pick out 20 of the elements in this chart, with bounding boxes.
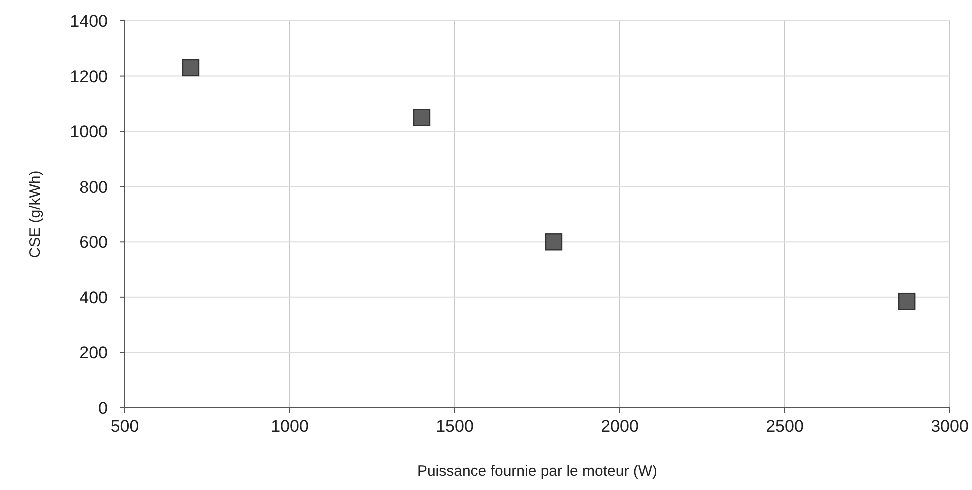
point	[413, 109, 431, 126]
y-tick-label: 1200	[70, 67, 108, 86]
y-axis-title: CSE (g/kWh)	[27, 170, 44, 258]
x-tick-label: 1500	[436, 417, 474, 436]
x-tick-label: 1000	[271, 417, 309, 436]
y-tick-label: 1000	[70, 122, 108, 142]
x-tick-label: 2500	[766, 417, 804, 436]
x-tick-label: 2000	[601, 417, 639, 436]
y-tick-label: 400	[80, 288, 108, 308]
y-tick-label: 600	[80, 233, 108, 252]
y-tick-label: 800	[80, 178, 108, 197]
x-tick-label: 3000	[931, 417, 969, 436]
x-tick-label: 500	[110, 417, 140, 436]
y-tick-label: 200	[80, 344, 108, 363]
y-tick-label: 0	[98, 399, 108, 418]
x-axis-title: Puissance fournie par le moteur (W)	[417, 463, 658, 480]
point	[182, 59, 200, 77]
y-tick-label: 1400	[70, 12, 108, 31]
point	[898, 292, 916, 310]
point	[545, 234, 563, 251]
